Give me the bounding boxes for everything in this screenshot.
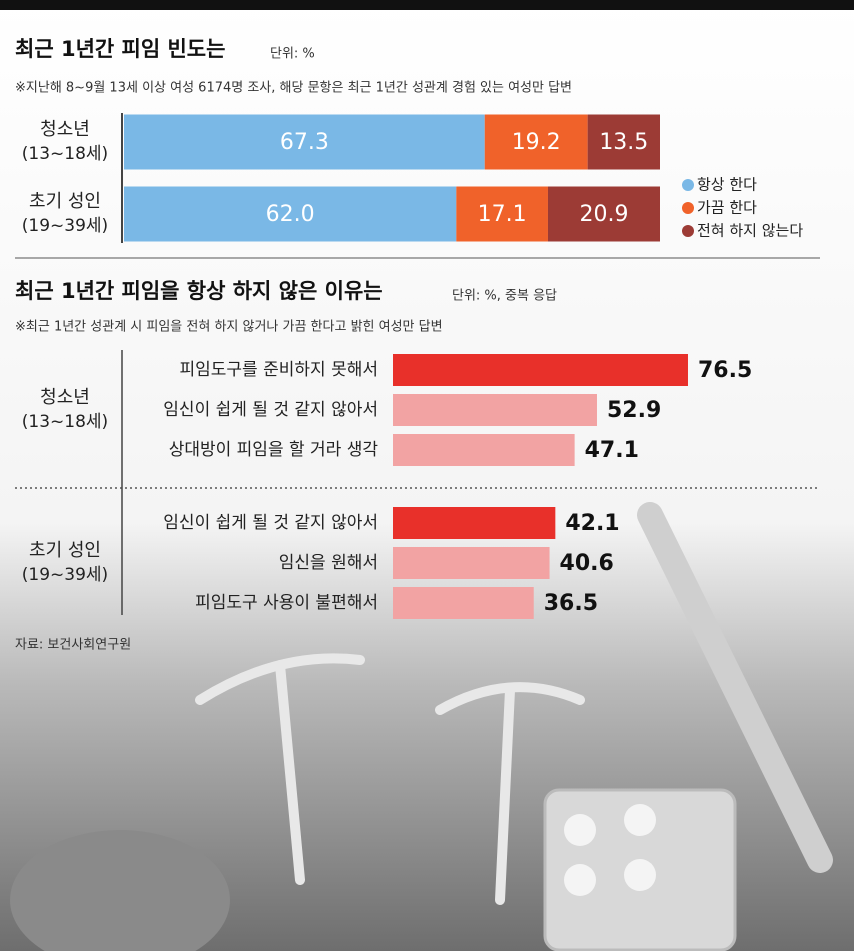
bar [393, 394, 597, 426]
bar [393, 354, 688, 386]
legend-label: 전혀 하지 않는다 [697, 222, 803, 240]
source: 자료: 보건사회연구원 [15, 638, 131, 653]
legend-label: 가끔 한다 [697, 199, 757, 217]
category-sub-label: (19~39세) [22, 216, 108, 236]
group-label: 초기 성인 [29, 540, 101, 561]
bar [393, 547, 550, 579]
category-label: 임신이 쉽게 될 것 같지 않아서 [163, 400, 378, 420]
category-label: 임신을 원해서 [279, 553, 378, 573]
value-label: 13.5 [599, 130, 648, 155]
note: ※최근 1년간 성관계 시 피임을 전혀 하지 않거나 가끔 한다고 밝힌 여성… [15, 320, 443, 335]
category-label: 피임도구 사용이 불편해서 [195, 593, 378, 613]
unit-label: 단위: % [270, 47, 315, 62]
category-label: 피임도구를 준비하지 못해서 [180, 360, 379, 380]
group-sub-label: (19~39세) [22, 565, 108, 585]
category-label: 초기 성인 [29, 191, 101, 212]
chart-title: 최근 1년간 피임을 항상 하지 않은 이유는 [15, 279, 383, 303]
chart-title: 최근 1년간 피임 빈도는 [15, 37, 225, 61]
legend-marker [682, 225, 694, 237]
legend-label: 항상 한다 [697, 176, 757, 194]
note: ※지난해 8~9월 13세 이상 여성 6174명 조사, 해당 문항은 최근 … [15, 81, 572, 96]
value-label: 19.2 [512, 130, 561, 155]
category-sub-label: (13~18세) [22, 144, 108, 164]
infographic: 최근 1년간 피임 빈도는 단위: % ※지난해 8~9월 13세 이상 여성 … [0, 0, 854, 951]
value-label: 40.6 [560, 551, 614, 576]
group-label: 청소년 [40, 387, 90, 408]
value-label: 42.1 [565, 511, 619, 536]
top-band [0, 0, 854, 10]
value-label: 52.9 [607, 398, 661, 423]
bar [393, 507, 555, 539]
unit-label: 단위: %, 중복 응답 [452, 289, 557, 304]
value-label: 62.0 [266, 202, 315, 227]
category-label: 상대방이 피임을 할 거라 생각 [169, 440, 379, 460]
value-label: 20.9 [579, 202, 628, 227]
value-label: 36.5 [544, 591, 598, 616]
value-label: 67.3 [280, 130, 329, 155]
legend-marker [682, 179, 694, 191]
value-label: 17.1 [478, 202, 527, 227]
bar [393, 587, 534, 619]
legend-marker [682, 202, 694, 214]
bar [393, 434, 575, 466]
value-label: 76.5 [698, 358, 752, 383]
value-label: 47.1 [585, 438, 639, 463]
category-label: 청소년 [40, 119, 90, 140]
group-sub-label: (13~18세) [22, 412, 108, 432]
category-label: 임신이 쉽게 될 것 같지 않아서 [163, 513, 378, 533]
